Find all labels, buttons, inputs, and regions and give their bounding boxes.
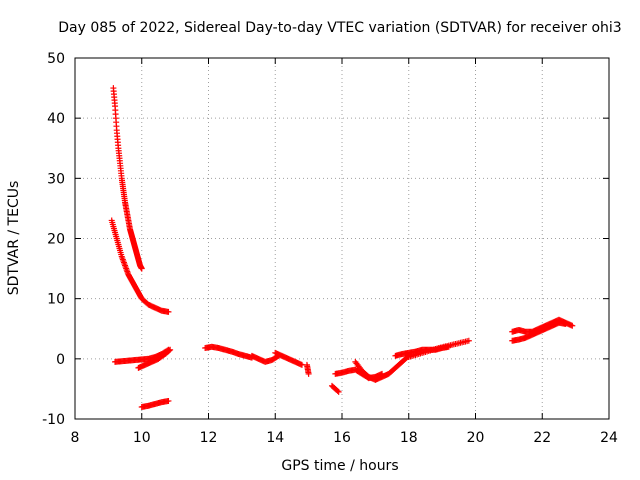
data-point [465, 337, 472, 344]
data-point [165, 308, 172, 315]
data-points [108, 85, 576, 410]
x-tick-label: 22 [533, 430, 551, 446]
series-arc14 [405, 337, 472, 361]
x-tick-label: 16 [333, 430, 351, 446]
y-tick-label: 0 [56, 352, 65, 368]
y-tick-label: 10 [47, 292, 65, 308]
series-arc3 [112, 346, 172, 365]
y-axis-ticks: -10 0 10 20 30 40 50 [42, 51, 609, 428]
series-arc10 [328, 382, 342, 395]
x-axis-label: GPS time / hours [281, 458, 398, 474]
data-point [165, 397, 172, 404]
y-tick-label: 20 [47, 232, 65, 248]
y-tick-label: 30 [47, 171, 65, 187]
data-point [138, 265, 145, 272]
y-tick-label: 50 [47, 51, 65, 67]
data-point [166, 347, 173, 354]
chart-title: Day 085 of 2022, Sidereal Day-to-day VTE… [58, 20, 621, 36]
data-point [298, 361, 305, 368]
series-arc1 [110, 85, 145, 272]
data-point [167, 346, 174, 353]
grid [75, 58, 609, 419]
x-tick-label: 12 [200, 430, 218, 446]
x-tick-label: 24 [600, 430, 618, 446]
y-tick-label: 40 [47, 111, 65, 127]
series-arc16 [509, 319, 569, 344]
x-tick-label: 14 [266, 430, 284, 446]
series-arc4 [135, 346, 174, 371]
series-arc5 [138, 397, 172, 410]
y-tick-label: -10 [42, 412, 65, 428]
x-tick-label: 10 [133, 430, 151, 446]
series-arc8 [272, 349, 305, 368]
x-axis-ticks: 8 10 12 14 16 18 20 22 24 [71, 58, 618, 446]
series-arc6 [202, 343, 255, 361]
data-point [334, 387, 341, 394]
series-arc2 [108, 217, 172, 315]
x-tick-label: 8 [71, 430, 80, 446]
series-arc12 [352, 352, 412, 383]
data-point [569, 322, 576, 329]
series-arc7 [248, 352, 282, 365]
data-point [305, 370, 312, 377]
data-point [335, 388, 342, 395]
series-arc9 [303, 361, 312, 377]
y-axis-label: SDTVAR / TECUs [6, 181, 22, 296]
x-tick-label: 20 [467, 430, 485, 446]
x-tick-label: 18 [400, 430, 418, 446]
data-point [562, 320, 569, 327]
